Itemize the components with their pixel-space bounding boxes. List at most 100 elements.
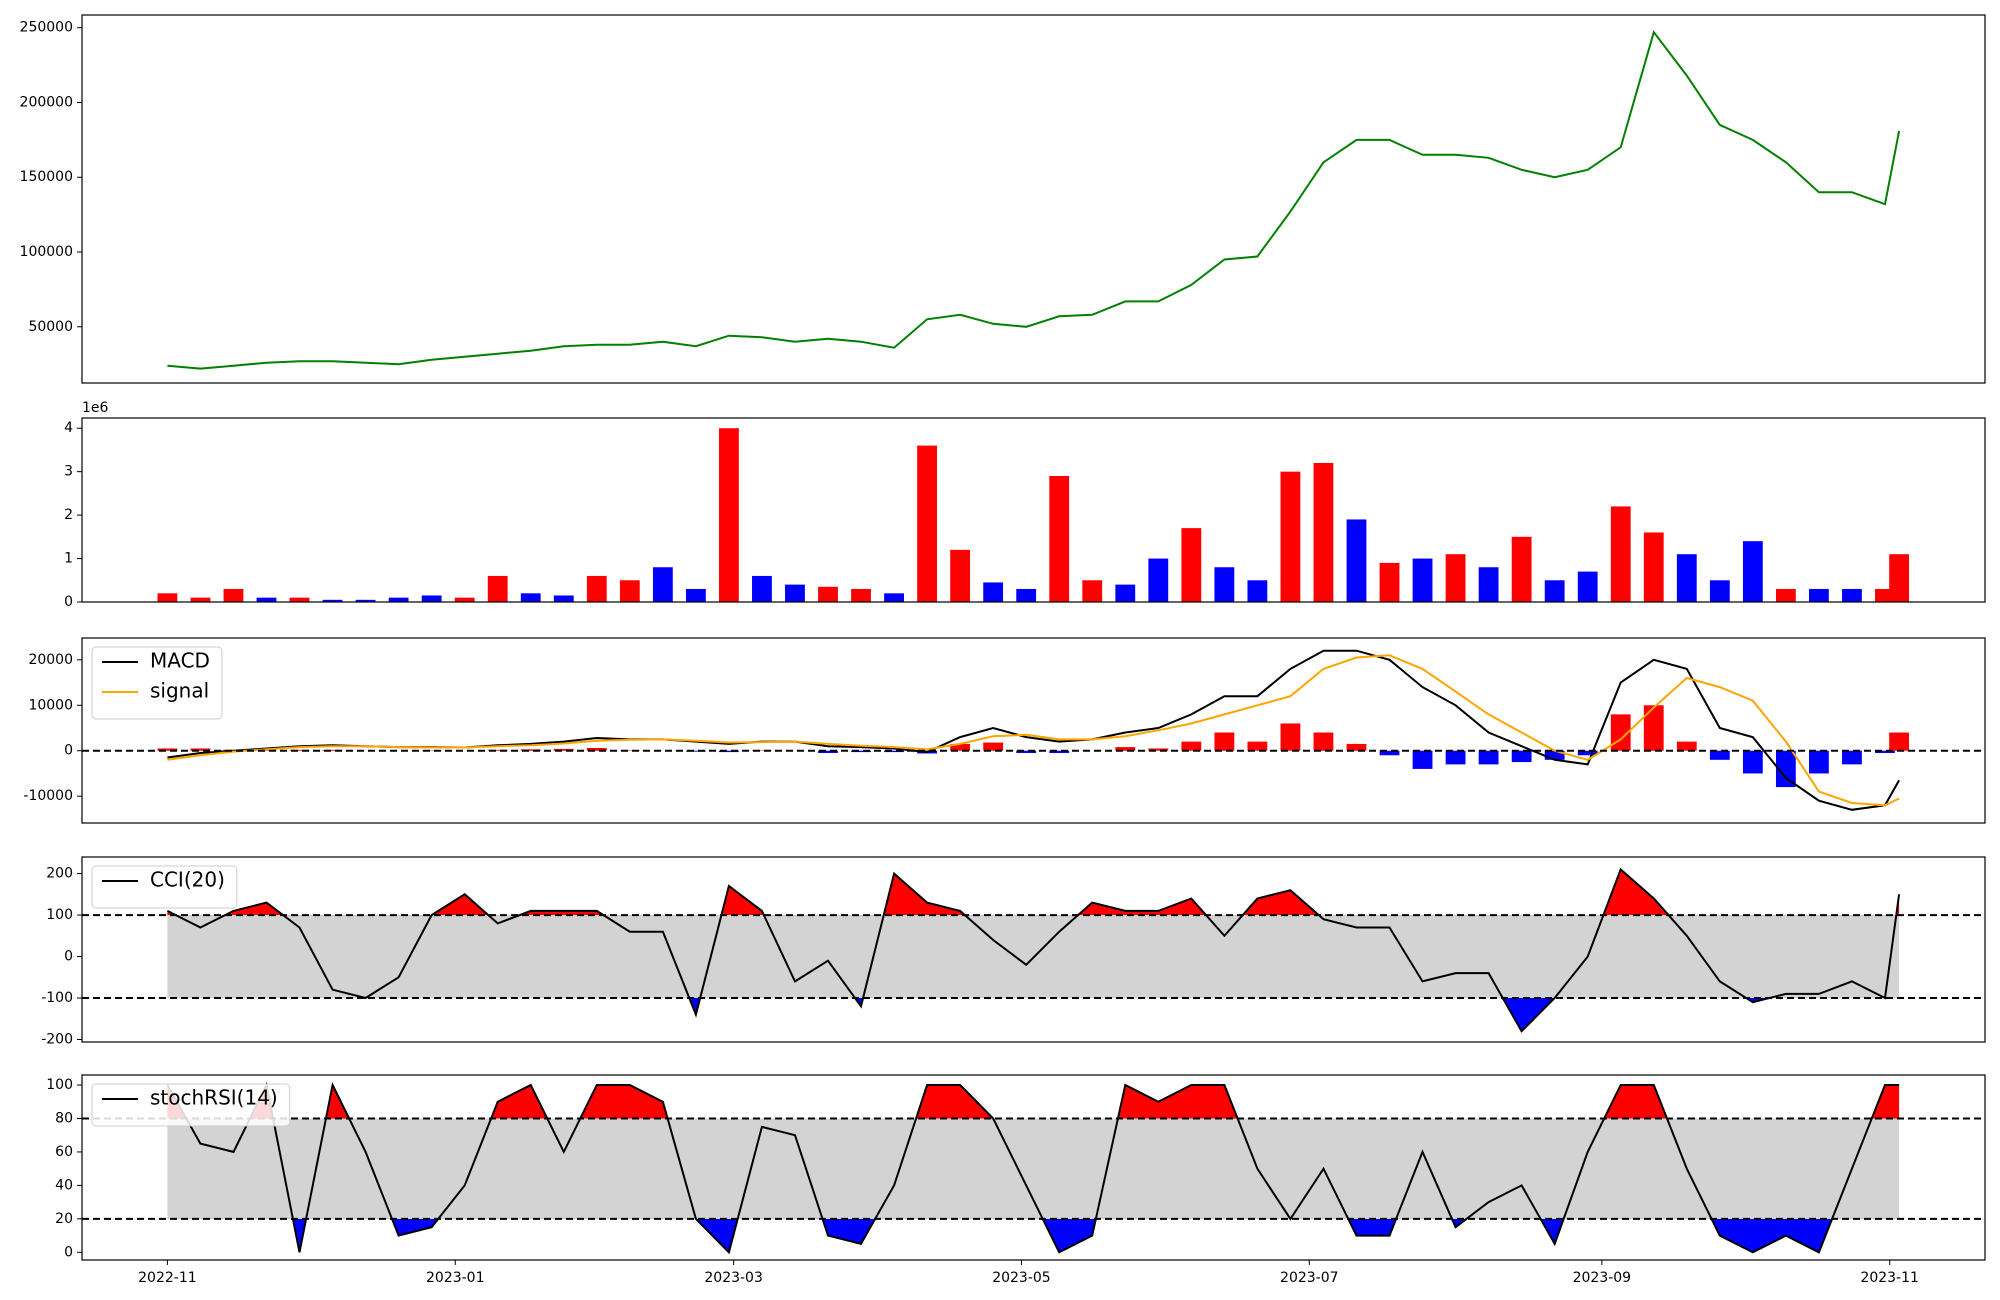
bar [619, 580, 640, 602]
bar [190, 597, 211, 602]
histogram-bar [1875, 750, 1895, 753]
y-tick-label: 0 [64, 594, 73, 610]
histogram-bar [818, 750, 838, 753]
plot-frame [81, 637, 1986, 824]
bar [917, 445, 938, 602]
bar [1214, 567, 1235, 602]
bar [1478, 567, 1499, 602]
legend-box [91, 646, 223, 720]
legend-label: MACD [150, 649, 210, 673]
histogram-bar [289, 749, 310, 751]
series-line [167, 649, 1900, 811]
histogram-bar [1412, 750, 1433, 769]
bar [1115, 584, 1136, 602]
legend-label: signal [150, 679, 209, 703]
y-tick-label: 100 [46, 1077, 73, 1093]
bar [1842, 588, 1862, 602]
legend: CCI(20) [91, 865, 238, 909]
histogram-bar [1148, 748, 1169, 751]
bar [487, 575, 508, 602]
bar [685, 588, 706, 602]
histogram-bar [322, 749, 343, 751]
y-tick-label: 0 [64, 1244, 73, 1260]
histogram-bar [1808, 750, 1829, 774]
bar [1742, 541, 1763, 602]
bar [1247, 580, 1268, 602]
histogram-bar [1313, 732, 1334, 751]
lower-fill [292, 1218, 1833, 1253]
bar [322, 599, 343, 602]
histogram-bar [685, 750, 706, 752]
bar [1511, 536, 1532, 602]
series-line [166, 867, 1901, 1033]
plot-frame [81, 1074, 1986, 1261]
histogram-bar [1511, 750, 1532, 763]
histogram-bar [1280, 723, 1301, 751]
series-line [167, 654, 1900, 807]
x-tick-label: 2023-05 [992, 1270, 1051, 1286]
histogram-bar [1445, 750, 1466, 765]
bar [1148, 558, 1169, 602]
bar [752, 575, 772, 602]
histogram-bar [983, 742, 1004, 751]
legend: MACD signal [91, 646, 223, 720]
histogram-bar [487, 749, 508, 751]
bar [355, 599, 376, 602]
y-tick-label: -100 [41, 990, 73, 1006]
histogram-bar [1775, 750, 1796, 788]
bar [454, 597, 475, 602]
bar [785, 584, 805, 602]
plot-frame [81, 14, 1986, 384]
histogram-bar [1742, 750, 1763, 774]
bar [520, 593, 541, 602]
histogram-bar [190, 748, 211, 751]
bar [884, 593, 904, 602]
histogram-bar [884, 750, 904, 753]
y-tick-label: 150000 [20, 169, 73, 185]
bar [1280, 471, 1301, 602]
bar [421, 595, 442, 602]
legend-label: stochRSI(14) [150, 1086, 278, 1110]
bar [851, 588, 871, 602]
bar [1181, 528, 1202, 602]
y-tick-label: 4 [64, 420, 73, 436]
histogram-bar [586, 748, 607, 751]
x-tick-label: 2023-07 [1280, 1270, 1339, 1286]
bar [1445, 554, 1466, 602]
histogram-bar [1643, 705, 1664, 751]
neutral-band [167, 1118, 1900, 1219]
series-line [167, 30, 1901, 370]
histogram-bar [520, 749, 541, 751]
histogram-bar [719, 750, 739, 753]
y-tick-label: 50000 [28, 319, 73, 335]
y-tick-label: 3 [64, 464, 73, 480]
bar [1082, 580, 1103, 602]
histogram-bar [1577, 750, 1598, 756]
bar [1049, 476, 1070, 602]
bar [289, 597, 310, 602]
bar [1709, 580, 1730, 602]
bar [652, 567, 673, 602]
histogram-bar [1379, 750, 1400, 756]
histogram-bar [1016, 750, 1037, 753]
y-tick-label: 60 [55, 1144, 73, 1160]
histogram-bar [1049, 750, 1070, 753]
bar [1346, 519, 1367, 602]
legend-label: CCI(20) [150, 868, 225, 892]
offset-label: 1e6 [82, 400, 109, 416]
histogram-bar [1709, 750, 1730, 760]
bar [553, 595, 574, 602]
y-tick-label: 0 [64, 949, 73, 965]
histogram-bar [1544, 750, 1565, 760]
bar [1313, 462, 1334, 602]
bar [1577, 571, 1598, 602]
bar [1544, 580, 1565, 602]
bar [586, 575, 607, 602]
y-tick-label: 20 [55, 1211, 73, 1227]
y-tick-label: 250000 [20, 20, 73, 36]
plot-frame [81, 417, 1986, 603]
histogram-bar [157, 748, 178, 751]
histogram-bar [1214, 732, 1235, 751]
histogram-bar [1247, 741, 1268, 751]
legend: stochRSI(14) [91, 1083, 291, 1127]
